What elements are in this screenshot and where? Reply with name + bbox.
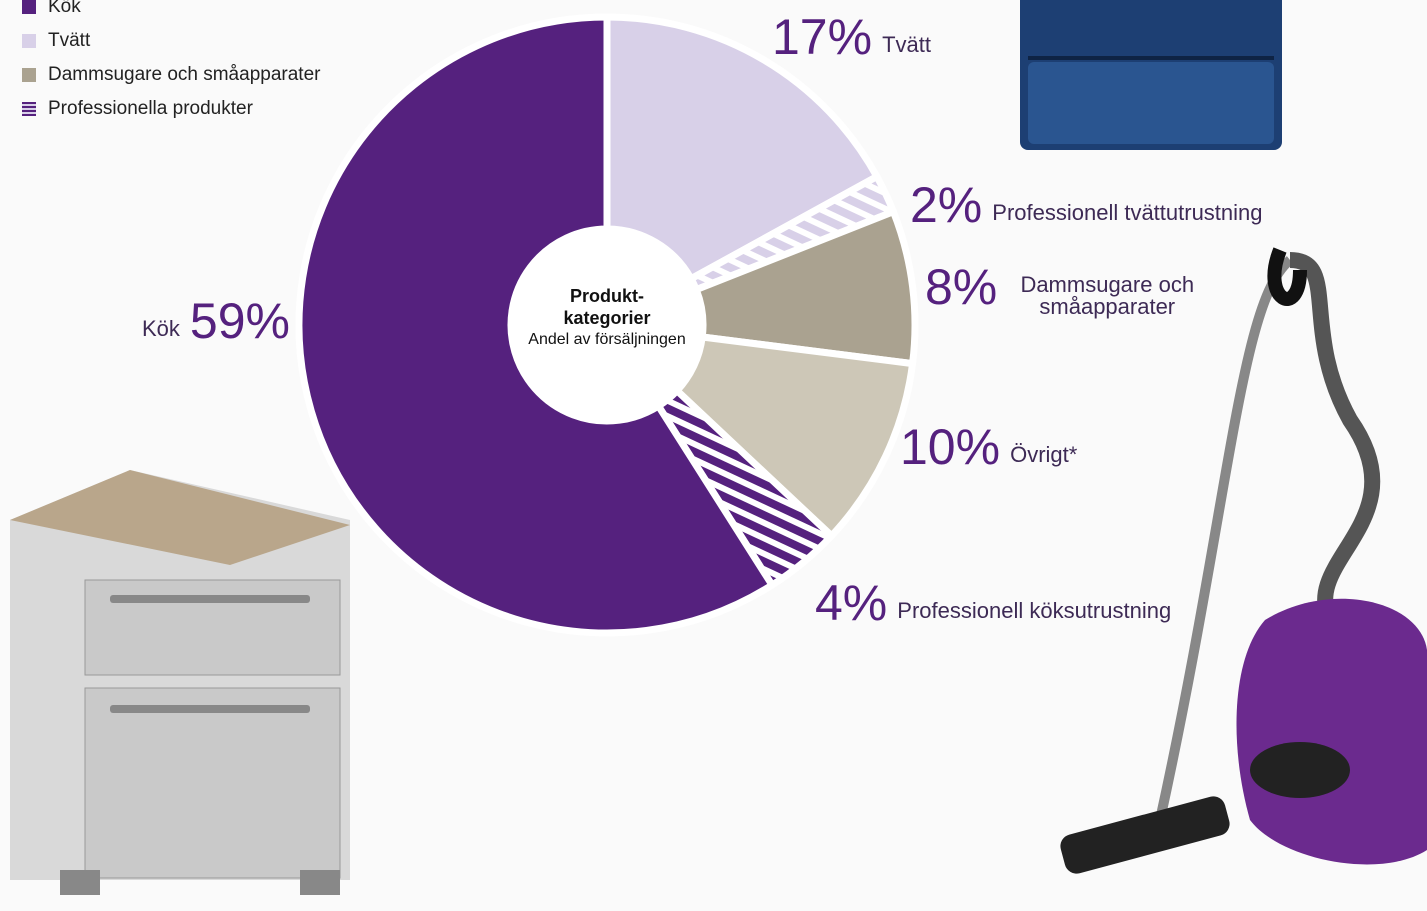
slice-name: Kök [142, 316, 180, 341]
slice-name: Professionell köksutrustning [897, 598, 1172, 623]
slice-label: 4% Professionell köksutrustning [815, 578, 1171, 628]
center-label: Produkt-kategorier Andel av försäljninge… [507, 285, 707, 349]
slice-name: Övrigt* [1010, 442, 1078, 467]
legend-item: Professionella produkter [22, 92, 320, 126]
fridge-illustration [1020, 0, 1282, 150]
chart-subtitle: Andel av försäljningen [528, 331, 686, 348]
legend-swatch [22, 102, 36, 116]
legend: Kök Tvätt Dammsugare och småapparater Profe… [22, 0, 320, 126]
slice-label: 17% Tvätt [772, 12, 931, 62]
value-label: 10% [900, 419, 1001, 475]
value-label: 8% [925, 259, 998, 315]
slice-name: Dammsugare och småapparater [1020, 272, 1195, 319]
legend-text: Dammsugare och småapparater [48, 64, 321, 85]
legend-swatch [22, 68, 36, 82]
chart-title: Produkt-kategorier [563, 286, 651, 328]
legend-text: Professionella produkter [48, 98, 253, 119]
slice-label: 10% Övrigt* [900, 422, 1077, 472]
donut-slice [692, 208, 919, 368]
value-label: 4% [815, 575, 888, 631]
legend-text: Kök [48, 0, 81, 17]
slice-label: 59% Kök [142, 296, 290, 346]
legend-swatch [22, 34, 36, 48]
donut-slice [673, 333, 917, 540]
vacuum-illustration [1060, 247, 1427, 874]
value-label: 59% [189, 293, 290, 349]
value-label: 17% [772, 9, 873, 65]
legend-text: Tvätt [48, 30, 91, 51]
legend-item: Tvätt [22, 24, 320, 58]
donut-slice [295, 13, 776, 637]
donut-hole [513, 231, 701, 419]
slice-label: 2% Professionell tvättutrustning [910, 180, 1263, 230]
legend-swatch [22, 0, 36, 14]
value-label: 2% [910, 177, 983, 233]
legend-item: Kök [22, 0, 320, 24]
legend-item: Dammsugare och småapparater [22, 58, 320, 92]
slice-label: 8% Dammsugare och småapparater [925, 262, 1207, 318]
stove-illustration [10, 470, 350, 895]
slice-name: Tvätt [882, 32, 931, 57]
slice-name: Professionell tvättutrustning [992, 200, 1263, 225]
